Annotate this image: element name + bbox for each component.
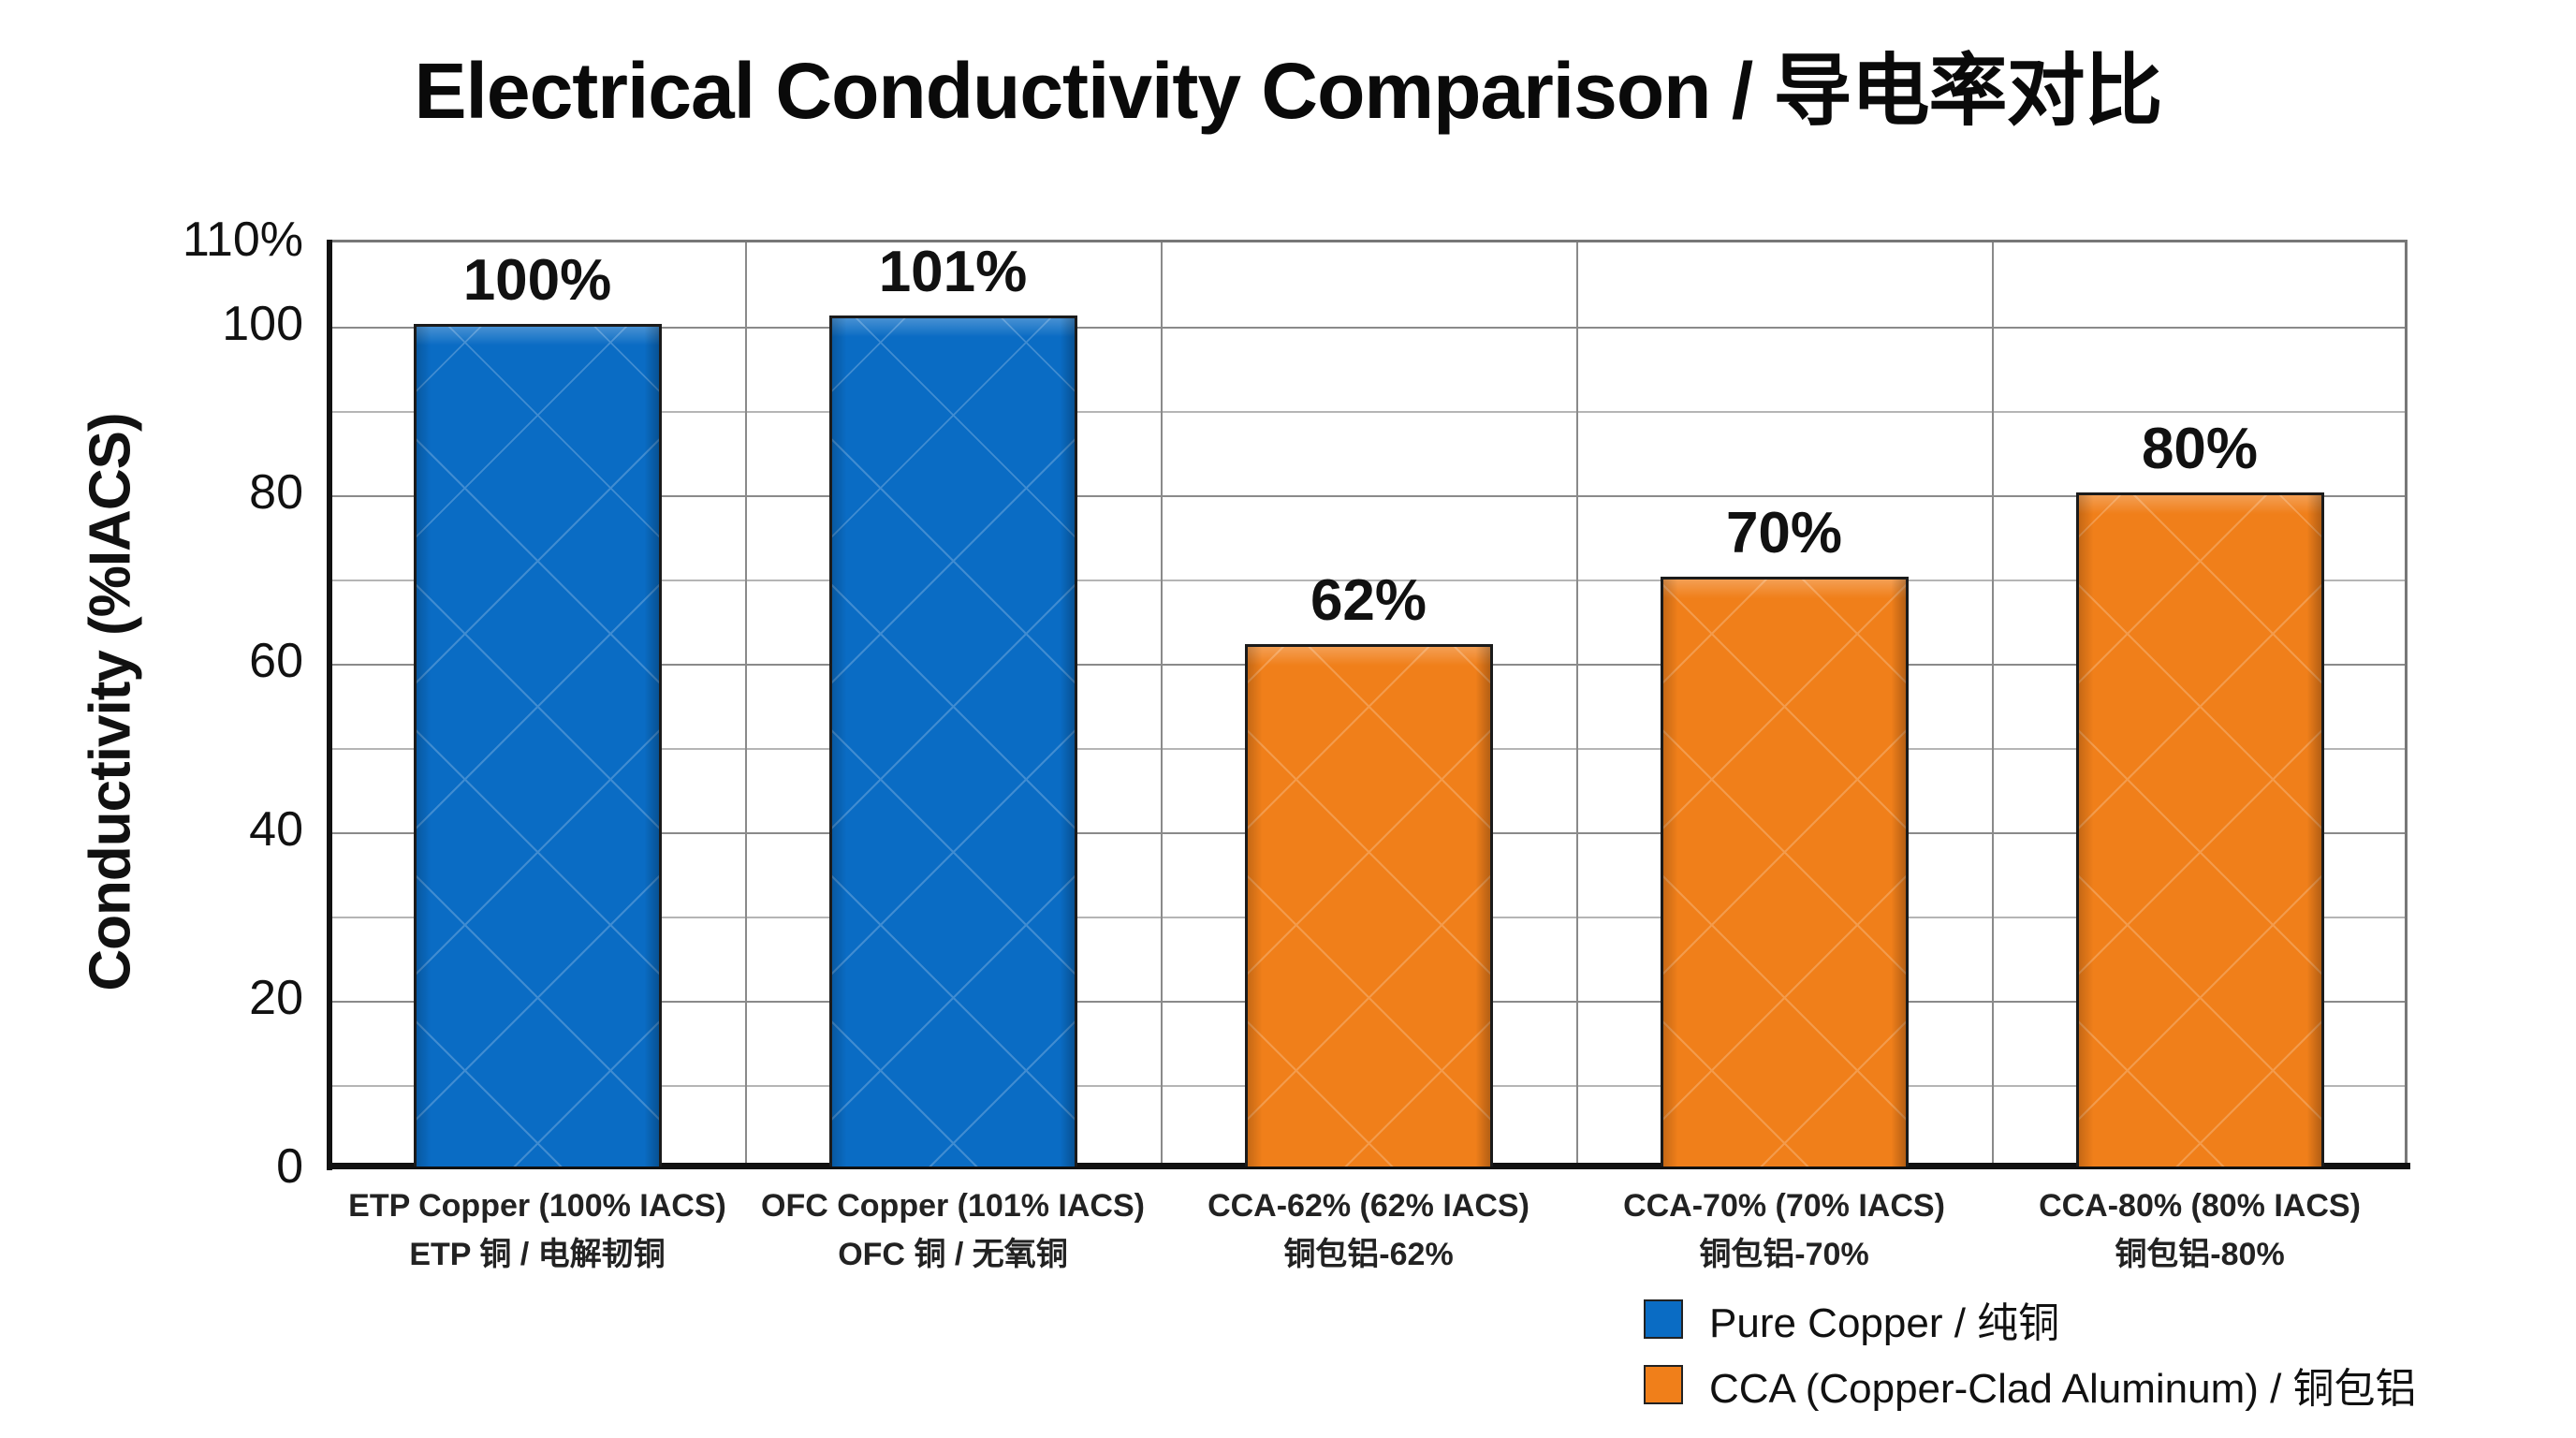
legend-swatch-orange-icon bbox=[1644, 1365, 1683, 1404]
watermark-pattern bbox=[1247, 647, 1490, 1167]
gridline-vertical bbox=[1576, 242, 1578, 1167]
bar-bevel bbox=[2078, 495, 2321, 514]
gridline-horizontal bbox=[329, 411, 2405, 413]
bar-value-label: 62% bbox=[1310, 568, 1427, 633]
x-tick-label: CCA-70% (70% IACS) 铜包铝-70% bbox=[1623, 1188, 1945, 1272]
gridline-vertical bbox=[1992, 242, 1994, 1167]
bar-value-label: 80% bbox=[2141, 417, 2259, 481]
gridline-horizontal bbox=[329, 580, 2405, 581]
legend: Pure Copper / 纯铜 CCA (Copper-Clad Alumin… bbox=[1644, 1286, 2417, 1417]
watermark-pattern bbox=[2078, 495, 2321, 1167]
y-tick-label: 110% bbox=[182, 213, 303, 267]
legend-label: Pure Copper / 纯铜 bbox=[1709, 1300, 2060, 1346]
y-tick-label: 60 bbox=[249, 634, 303, 688]
x-tick-label: OFC Copper (101% IACS) OFC 铜 / 无氧铜 bbox=[761, 1188, 1145, 1272]
bar-shade bbox=[1247, 647, 1490, 1167]
gridline-vertical bbox=[1161, 242, 1163, 1167]
bar-bevel bbox=[831, 318, 1075, 337]
y-tick-label: 80 bbox=[249, 465, 303, 520]
legend-label: CCA (Copper-Clad Aluminum) / 铜包铝 bbox=[1709, 1366, 2417, 1412]
bar-value-label: 100% bbox=[462, 248, 612, 313]
bar bbox=[1244, 644, 1493, 1167]
bar bbox=[1660, 577, 1909, 1167]
bar-bevel bbox=[1662, 580, 1906, 598]
bar-bevel bbox=[416, 327, 659, 345]
bar-shade bbox=[831, 318, 1075, 1167]
legend-item-pure-copper: Pure Copper / 纯铜 bbox=[1644, 1286, 2417, 1352]
y-tick-label: 40 bbox=[249, 802, 303, 857]
watermark-pattern bbox=[1662, 580, 1906, 1167]
bar bbox=[828, 315, 1077, 1167]
bar-value-label: 70% bbox=[1725, 501, 1843, 565]
chart-title: Electrical Conductivity Comparison / 导电率… bbox=[414, 47, 2163, 135]
bar-shade bbox=[2078, 495, 2321, 1167]
y-tick-label: 0 bbox=[276, 1139, 303, 1194]
y-axis-line bbox=[327, 240, 332, 1170]
gridline-horizontal bbox=[329, 495, 2405, 497]
legend-item-cca: CCA (Copper-Clad Aluminum) / 铜包铝 bbox=[1644, 1352, 2417, 1417]
x-tick-label: ETP Copper (100% IACS) ETP 铜 / 电解韧铜 bbox=[348, 1188, 726, 1272]
watermark-pattern bbox=[831, 318, 1075, 1167]
bar-bevel bbox=[1247, 647, 1490, 666]
gridline-horizontal bbox=[329, 327, 2405, 329]
bar-shade bbox=[1662, 580, 1906, 1167]
gridline-vertical bbox=[745, 242, 747, 1167]
bar-shade bbox=[416, 327, 659, 1167]
x-tick-label: CCA-62% (62% IACS) 铜包铝-62% bbox=[1208, 1188, 1530, 1272]
watermark-pattern bbox=[416, 327, 659, 1167]
legend-swatch-blue-icon bbox=[1644, 1299, 1683, 1339]
bar bbox=[2075, 492, 2324, 1167]
y-tick-label: 20 bbox=[249, 971, 303, 1025]
bar bbox=[413, 324, 662, 1167]
bar-value-label: 101% bbox=[878, 240, 1028, 304]
y-tick-label: 100 bbox=[222, 297, 303, 351]
x-tick-label: CCA-80% (80% IACS) 铜包铝-80% bbox=[2039, 1188, 2361, 1272]
